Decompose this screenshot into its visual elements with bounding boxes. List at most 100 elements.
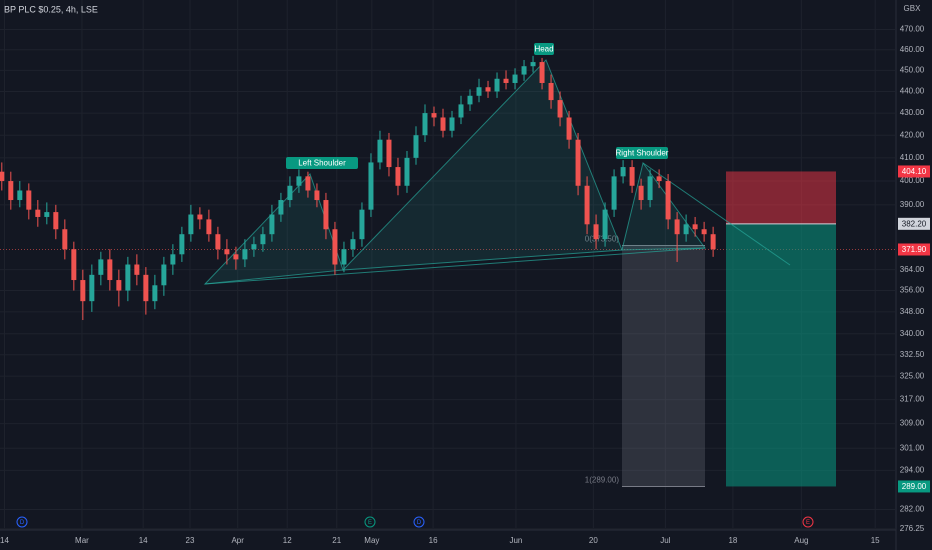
candle-body xyxy=(215,234,221,250)
candle-body xyxy=(269,214,275,235)
candles xyxy=(0,55,716,321)
axis-unit: GBX xyxy=(904,4,922,13)
price-tag-label: 382.20 xyxy=(902,219,927,228)
candle-body xyxy=(17,190,23,201)
x-tick-label: 12 xyxy=(283,536,292,545)
y-tick-label: 325.00 xyxy=(900,371,925,380)
candle-body xyxy=(134,264,140,275)
neckline xyxy=(204,247,706,285)
candle-body xyxy=(395,167,401,186)
candle-body xyxy=(89,274,95,302)
y-tick-label: 294.00 xyxy=(900,465,925,474)
candle-body xyxy=(98,259,104,275)
y-tick-label: 420.00 xyxy=(900,130,925,139)
y-tick-label: 309.00 xyxy=(900,419,925,428)
event-marker xyxy=(364,516,376,528)
x-tick-label: 14 xyxy=(0,536,9,545)
candle-body xyxy=(197,214,203,220)
candle-body xyxy=(26,190,32,210)
x-tick-label: Mar xyxy=(75,536,89,545)
candle-body xyxy=(341,249,347,265)
y-tick-label: 276.25 xyxy=(900,524,925,533)
y-tick-label: 332.50 xyxy=(900,350,925,359)
candle-body xyxy=(323,200,329,230)
trend-line xyxy=(642,162,791,266)
candle-body xyxy=(305,176,311,191)
candle-body xyxy=(647,176,653,201)
x-tick-label: 16 xyxy=(429,536,438,545)
candle-body xyxy=(296,176,302,186)
chart-title: BP PLC $0.25, 4h, LSE xyxy=(4,4,98,14)
pattern-labels: Left Shoulder Head Right Shoulder xyxy=(286,43,669,169)
candle-body xyxy=(368,162,374,210)
candle-body xyxy=(413,135,419,158)
candle-body xyxy=(116,280,122,291)
candle-body xyxy=(35,209,41,217)
candle-body xyxy=(179,234,185,255)
fib-rect xyxy=(622,245,705,487)
x-tick-label: Jun xyxy=(509,536,522,545)
candle-body xyxy=(71,249,77,281)
candle-body xyxy=(350,239,356,250)
x-tick-label: Apr xyxy=(231,536,244,545)
candle-body xyxy=(332,229,338,265)
target-zone xyxy=(726,223,836,487)
price-tag xyxy=(898,480,930,493)
candle-body xyxy=(467,95,473,105)
candle-body xyxy=(566,117,572,140)
candle-body xyxy=(548,82,554,101)
event-label: E xyxy=(806,520,810,526)
y-tick-label: 348.00 xyxy=(900,307,925,316)
event-label: E xyxy=(368,520,372,526)
candle-body xyxy=(476,87,482,96)
x-tick-label: Jul xyxy=(660,536,670,545)
annotation: Left Shoulder xyxy=(298,159,346,168)
candle-body xyxy=(431,113,437,118)
candle-body xyxy=(161,264,167,286)
candle-body xyxy=(503,78,509,83)
candle-body xyxy=(251,244,257,250)
candle-body xyxy=(575,139,581,186)
candle-body xyxy=(593,224,599,240)
candle-body xyxy=(584,185,590,225)
y-tick-label: 301.00 xyxy=(900,443,925,452)
candle-body xyxy=(692,224,698,230)
x-tick-label: May xyxy=(364,536,379,545)
y-tick-label: 340.00 xyxy=(900,329,925,338)
event-label: D xyxy=(20,520,25,526)
candle-body xyxy=(656,176,662,182)
candle-body xyxy=(125,264,131,291)
candle-body xyxy=(611,176,617,210)
candle-body xyxy=(143,274,149,302)
candle-body xyxy=(494,78,500,92)
annotation: Head xyxy=(534,45,553,54)
x-tick-label: Aug xyxy=(794,536,808,545)
candle-body xyxy=(710,234,716,250)
candle-body xyxy=(233,254,239,260)
x-tick-label: 20 xyxy=(589,536,598,545)
fib-label: 0(373.50) xyxy=(585,235,620,244)
candle-body xyxy=(53,212,59,230)
candle-body xyxy=(512,74,518,83)
price-tag-label: 289.00 xyxy=(902,482,927,491)
candle-body xyxy=(530,62,536,67)
y-tick-label: 460.00 xyxy=(900,45,925,54)
candle-body xyxy=(485,87,491,92)
event-label: D xyxy=(417,520,422,526)
candle-body xyxy=(287,185,293,201)
candle-body xyxy=(665,181,671,220)
candle-body xyxy=(152,285,158,302)
candle-body xyxy=(602,209,608,240)
candle-body xyxy=(449,117,455,131)
candle-body xyxy=(674,219,680,235)
candle-body xyxy=(188,214,194,235)
fib-zone: 0(373.50) 1(289.00) xyxy=(585,171,836,487)
head-shape xyxy=(341,59,623,271)
price-tag xyxy=(898,165,930,178)
price-tag xyxy=(898,243,930,256)
y-tick-label: 317.00 xyxy=(900,395,925,404)
candle-body xyxy=(404,157,410,186)
candle-body xyxy=(224,249,230,255)
candle-body xyxy=(458,104,464,118)
